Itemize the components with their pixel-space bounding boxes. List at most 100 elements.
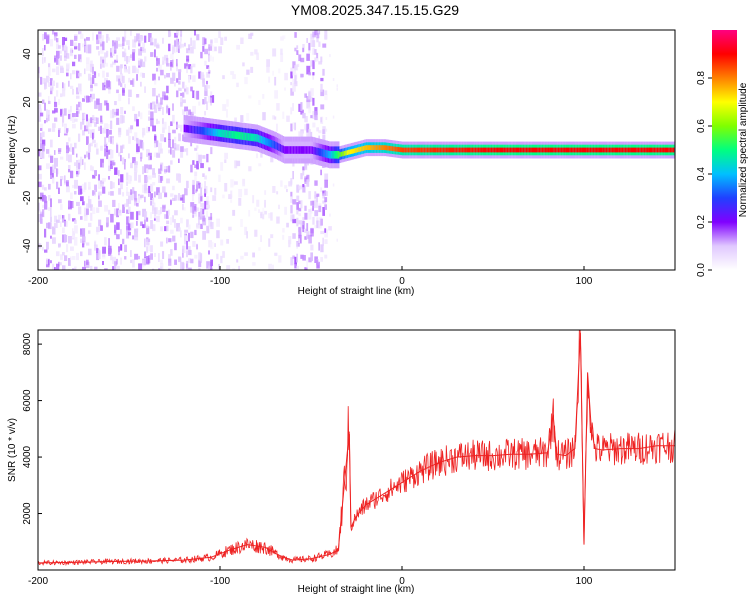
heatmap-cell bbox=[192, 179, 195, 186]
heatmap-cell bbox=[130, 189, 133, 195]
heatmap-cell bbox=[324, 228, 327, 233]
heatmap-cell bbox=[138, 139, 142, 147]
heatmap-cell bbox=[234, 160, 238, 169]
heatmap-cell bbox=[290, 257, 294, 266]
heatmap-cell bbox=[605, 147, 608, 153]
heatmap-cell bbox=[68, 213, 71, 221]
heatmap-cell bbox=[282, 228, 285, 233]
heatmap-cell bbox=[162, 205, 166, 212]
heatmap-cell bbox=[162, 95, 166, 100]
heatmap-cell bbox=[199, 126, 202, 135]
heatmap-cell bbox=[306, 231, 310, 239]
heatmap-cell bbox=[168, 132, 171, 140]
heatmap-cell bbox=[301, 146, 304, 154]
heatmap-cell bbox=[274, 76, 277, 86]
heatmap-cell bbox=[302, 225, 305, 233]
heatmap-cell bbox=[367, 145, 369, 150]
heatmap-cell bbox=[64, 175, 66, 183]
heatmap-cell bbox=[320, 77, 324, 82]
heatmap-cell bbox=[132, 157, 136, 164]
heatmap-cell bbox=[160, 148, 163, 154]
heatmap-cell bbox=[66, 152, 69, 161]
heatmap-cell bbox=[232, 209, 236, 216]
heatmap-cell bbox=[324, 173, 329, 181]
heatmap-cell bbox=[196, 160, 199, 170]
heatmap-x-tick-label: -200 bbox=[28, 276, 48, 287]
heatmap-cell bbox=[198, 211, 202, 220]
heatmap-cell bbox=[74, 266, 77, 270]
heatmap-cell bbox=[196, 34, 200, 41]
snr-background bbox=[38, 330, 675, 570]
heatmap-cell bbox=[292, 66, 297, 76]
heatmap-cell bbox=[138, 48, 142, 56]
heatmap-cell bbox=[112, 256, 116, 265]
heatmap-cell bbox=[152, 104, 154, 109]
heatmap-cell bbox=[102, 59, 106, 64]
heatmap-cell bbox=[132, 136, 134, 140]
snr-x-tick-label: 0 bbox=[399, 576, 405, 587]
heatmap-cell bbox=[511, 147, 513, 153]
heatmap-cell bbox=[158, 142, 162, 152]
heatmap-cell bbox=[48, 128, 52, 132]
heatmap-cell bbox=[100, 115, 103, 123]
heatmap-cell bbox=[294, 256, 297, 265]
heatmap-cell bbox=[74, 219, 77, 224]
heatmap-cell bbox=[304, 124, 309, 131]
heatmap-cell bbox=[84, 182, 87, 190]
heatmap-cell bbox=[406, 147, 408, 153]
heatmap-cell bbox=[659, 147, 662, 153]
heatmap-cell bbox=[142, 132, 144, 138]
heatmap-cell bbox=[573, 147, 576, 153]
heatmap-cell bbox=[454, 147, 456, 153]
heatmap-cell bbox=[176, 63, 178, 72]
heatmap-cell bbox=[270, 234, 274, 239]
heatmap-cell bbox=[321, 149, 324, 157]
heatmap-cell bbox=[426, 147, 429, 153]
heatmap-cell bbox=[547, 147, 550, 153]
heatmap-cell bbox=[224, 152, 228, 159]
heatmap-cell bbox=[368, 145, 371, 150]
heatmap-cell bbox=[48, 259, 50, 266]
heatmap-y-tick-label: -40 bbox=[22, 238, 33, 253]
heatmap-cell bbox=[54, 164, 57, 170]
heatmap-cell bbox=[62, 113, 65, 123]
heatmap-cell bbox=[302, 184, 305, 188]
heatmap-cell bbox=[470, 147, 472, 153]
heatmap-cell bbox=[62, 215, 65, 223]
heatmap-cell bbox=[194, 164, 197, 168]
heatmap-cell bbox=[160, 259, 163, 264]
heatmap-cell bbox=[54, 117, 58, 122]
heatmap-cell bbox=[672, 147, 675, 153]
heatmap-cell bbox=[226, 239, 229, 244]
heatmap-cell bbox=[102, 70, 105, 78]
heatmap-cell bbox=[146, 176, 149, 183]
heatmap-cell bbox=[48, 195, 51, 201]
snr-x-tick-label: -200 bbox=[28, 576, 48, 587]
heatmap-cell bbox=[314, 210, 319, 217]
heatmap-cell bbox=[653, 147, 656, 153]
heatmap-cell bbox=[130, 211, 134, 220]
heatmap-cell bbox=[253, 133, 256, 142]
heatmap-cell bbox=[556, 147, 558, 153]
heatmap-cell bbox=[158, 102, 162, 109]
heatmap-cell bbox=[501, 147, 503, 153]
heatmap-cell bbox=[196, 181, 200, 186]
heatmap-cell bbox=[400, 147, 403, 153]
heatmap-cell bbox=[192, 206, 197, 214]
heatmap-cell bbox=[365, 145, 368, 150]
heatmap-cell bbox=[96, 117, 99, 124]
heatmap-cell bbox=[102, 35, 104, 42]
heatmap-cell bbox=[246, 231, 248, 239]
heatmap-cell bbox=[314, 49, 317, 55]
heatmap-cell bbox=[206, 80, 208, 85]
heatmap-cell bbox=[84, 95, 86, 99]
heatmap-cell bbox=[320, 83, 323, 92]
heatmap-cell bbox=[258, 247, 261, 251]
heatmap-cell bbox=[108, 130, 112, 135]
heatmap-cell bbox=[194, 147, 198, 151]
heatmap-cell bbox=[128, 223, 132, 231]
heatmap-cell bbox=[204, 38, 207, 45]
heatmap-cell bbox=[304, 165, 308, 171]
heatmap-cell bbox=[70, 246, 74, 251]
heatmap-cell bbox=[490, 147, 493, 153]
